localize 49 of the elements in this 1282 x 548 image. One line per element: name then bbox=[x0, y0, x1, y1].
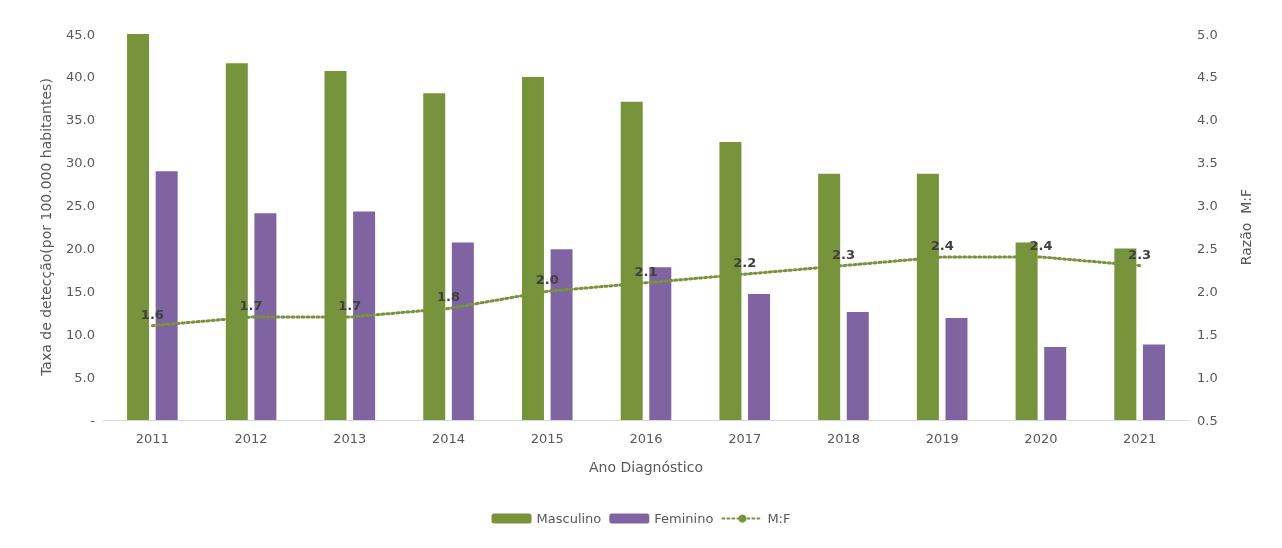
bar bbox=[1142, 344, 1165, 420]
data-label: 1.6 bbox=[140, 306, 164, 322]
y2-tick-label: 5.0 bbox=[1197, 26, 1218, 42]
y2-tick-label: 4.0 bbox=[1197, 112, 1218, 128]
data-label: 1.7 bbox=[239, 298, 263, 314]
y2-axis-title: Razão M:F bbox=[1238, 188, 1254, 266]
y-tick-label: 35.0 bbox=[66, 112, 95, 128]
y-tick-label: 20.0 bbox=[66, 240, 95, 256]
legend-label: M:F bbox=[767, 511, 791, 526]
y-tick-label: 10.0 bbox=[66, 326, 95, 342]
x-tick-label: 2016 bbox=[629, 431, 663, 446]
bar bbox=[748, 293, 771, 420]
x-tick-label: 2021 bbox=[1123, 431, 1157, 446]
data-label: 2.4 bbox=[1029, 238, 1053, 254]
bar bbox=[846, 311, 869, 420]
x-tick-label: 2014 bbox=[432, 431, 466, 446]
y2-tick-label: 2.5 bbox=[1197, 240, 1218, 256]
y-tick-label: 40.0 bbox=[66, 69, 95, 85]
y-tick-label: 45.0 bbox=[66, 26, 95, 42]
x-tick-label: 2011 bbox=[135, 431, 169, 446]
data-label: 1.8 bbox=[437, 289, 461, 305]
y-axis-title: Taxa de detecção(por 100.000 habitantes) bbox=[38, 78, 54, 377]
x-tick-label: 2017 bbox=[728, 431, 762, 446]
x-tick-label: 2018 bbox=[826, 431, 860, 446]
x-tick-label: 2020 bbox=[1024, 431, 1058, 446]
x-tick-label: 2013 bbox=[333, 431, 367, 446]
y-tick-label: - bbox=[90, 412, 96, 428]
y-tick-label: 5.0 bbox=[74, 369, 95, 385]
y2-tick-label: 1.5 bbox=[1197, 326, 1218, 342]
y-tick-label: 30.0 bbox=[66, 155, 95, 171]
legend-label: Masculino bbox=[536, 511, 602, 526]
y2-tick-label: 1.0 bbox=[1197, 369, 1218, 385]
y2-tick-label: 3.5 bbox=[1197, 155, 1218, 171]
data-label: 2.1 bbox=[634, 263, 658, 279]
x-tick-label: 2015 bbox=[530, 431, 564, 446]
y2-tick-label: 0.5 bbox=[1197, 412, 1218, 428]
y2-tick-label: 2.0 bbox=[1197, 283, 1218, 299]
y-tick-label: 25.0 bbox=[66, 198, 95, 214]
x-axis-title: Ano Diagnóstico bbox=[589, 459, 703, 475]
data-label: 2.0 bbox=[535, 272, 559, 288]
x-tick-label: 2019 bbox=[925, 431, 959, 446]
bar bbox=[945, 317, 968, 420]
y2-tick-label: 3.0 bbox=[1197, 198, 1218, 214]
y-tick-label: 15.0 bbox=[66, 283, 95, 299]
x-tick-label: 2012 bbox=[234, 431, 268, 446]
data-label: 1.7 bbox=[338, 298, 362, 314]
legend-label: Feminino bbox=[654, 511, 714, 526]
bar bbox=[1044, 347, 1067, 420]
y2-tick-label: 4.5 bbox=[1197, 69, 1218, 85]
